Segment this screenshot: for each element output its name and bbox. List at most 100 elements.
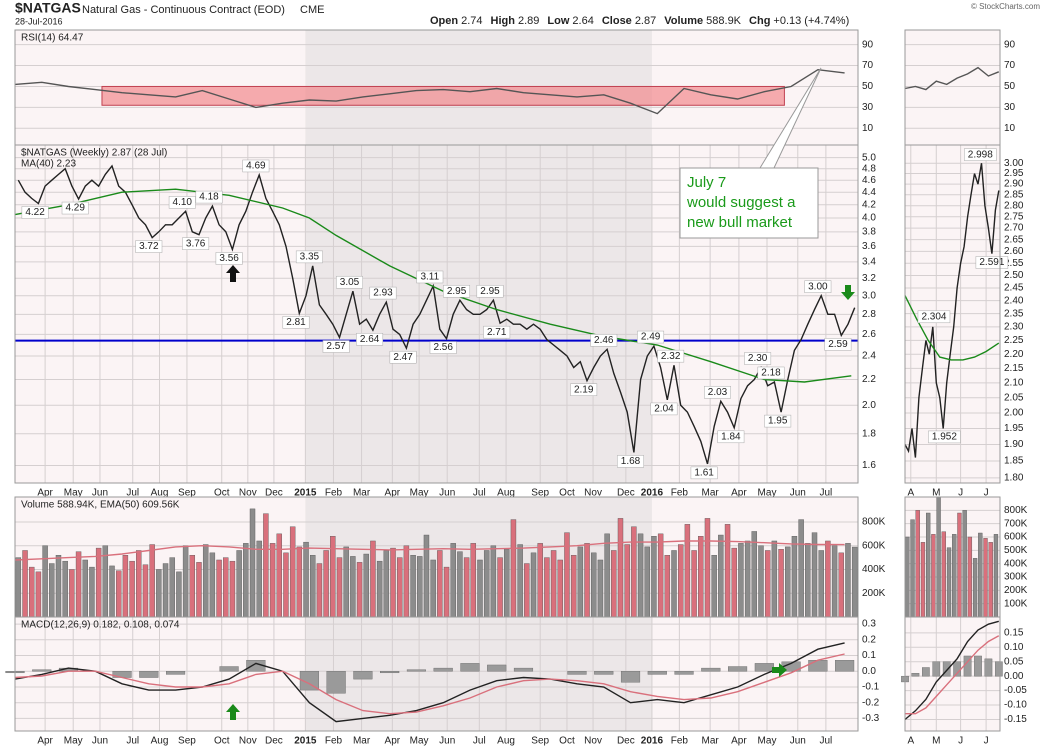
- y-tick-label: -0.3: [862, 713, 880, 724]
- price-label: 2.19: [574, 384, 594, 395]
- symbol: $NATGAS: [15, 0, 81, 16]
- x-tick-label: Apr: [731, 736, 747, 747]
- x-tick-label: 2016: [641, 488, 664, 499]
- volume-bar: [993, 534, 999, 618]
- volume-bar: [15, 557, 22, 618]
- y-tick-label: 400K: [1004, 558, 1028, 569]
- volume-bar: [169, 557, 175, 618]
- volume-bar: [109, 565, 115, 618]
- y-tick-label: 1.90: [1004, 439, 1024, 450]
- volume-bar: [363, 553, 369, 618]
- y-tick-label: 2.30: [1004, 322, 1024, 333]
- volume-bar: [209, 552, 216, 618]
- y-tick-label: 50: [862, 81, 874, 92]
- x-tick-label: May: [758, 488, 777, 499]
- volume-bar: [149, 544, 155, 618]
- volume-bar: [29, 566, 35, 618]
- x-tick-label: 2015: [294, 488, 317, 499]
- histogram-bar: [219, 666, 239, 672]
- x-tick-label: Aug: [151, 488, 169, 499]
- x-tick-label: Jul: [473, 736, 486, 747]
- price-label: 3.05: [340, 277, 360, 288]
- x-tick-label: May: [410, 488, 429, 499]
- volume-bar: [129, 560, 135, 618]
- y-tick-label: 2.05: [1004, 392, 1024, 403]
- y-tick-label: 2.65: [1004, 234, 1024, 245]
- x-tick-label: Dec: [265, 488, 283, 499]
- price-label: 2.18: [761, 368, 781, 379]
- price-label: 2.93: [373, 288, 393, 299]
- volume-bar: [946, 547, 952, 618]
- volume-bar: [651, 536, 657, 618]
- volume-bar: [537, 543, 543, 618]
- series-line: [904, 163, 1000, 458]
- quote: Open 2.74 High 2.89 Low 2.64 Close 2.87 Volume 58…: [430, 15, 849, 27]
- price-label: 2.03: [708, 387, 728, 398]
- volume-bar: [269, 543, 276, 618]
- volume-bar: [624, 544, 630, 618]
- label-box: [135, 240, 163, 253]
- volume-bar: [591, 552, 597, 618]
- label-box: [717, 430, 745, 444]
- x-tick-label: Oct: [214, 488, 230, 499]
- y-tick-label: 300K: [1004, 572, 1028, 583]
- label-box: [657, 349, 685, 363]
- volume-bar: [122, 555, 129, 618]
- panels: 90 70 50 30 10 RSI(14) 64.47 5.04.84.64.44.2 4.…: [5, 29, 1028, 747]
- label-box: [617, 455, 644, 468]
- series-line: [905, 635, 1000, 715]
- volume-bar: [283, 552, 289, 618]
- volume-bar: [356, 562, 363, 618]
- y-tick-label: 0.15: [1004, 628, 1024, 639]
- x-tick-label: Jun: [439, 736, 455, 747]
- x-tick-label: J: [984, 488, 989, 499]
- y-tick-label: 3.6: [862, 241, 876, 252]
- volume-bar: [263, 513, 269, 618]
- x-tick-label: Aug: [497, 736, 515, 747]
- volume-bar: [370, 540, 376, 618]
- volume-bar: [95, 547, 102, 618]
- label-box: [476, 284, 504, 298]
- y-tick-label: 3.2: [862, 273, 876, 284]
- volume-bar: [323, 550, 329, 618]
- price-label: 2.95: [447, 286, 467, 297]
- x-tick-label: Nov: [584, 488, 602, 499]
- label-box: [389, 350, 417, 364]
- panel: 90 70 50 30 10: [904, 29, 1016, 146]
- y-tick-label: 2.35: [1004, 308, 1024, 319]
- volume-bar: [704, 518, 711, 618]
- volume-bar: [905, 536, 910, 618]
- price-label: 2.46: [594, 335, 614, 346]
- x-tick-label: Sep: [178, 488, 196, 499]
- x-tick-label: Apr: [385, 488, 401, 499]
- volume-bar: [664, 555, 671, 618]
- volume-bar: [403, 545, 410, 618]
- quote-label: Low: [547, 15, 569, 27]
- quote-value: 588.9K: [706, 15, 742, 27]
- volume-bar: [845, 543, 851, 618]
- volume-bar: [724, 524, 731, 618]
- y-tick-label: -0.05: [1004, 685, 1027, 696]
- histogram-bar: [922, 667, 930, 677]
- volume-bar: [136, 550, 142, 618]
- volume-bar: [544, 557, 550, 618]
- volume-bar: [671, 550, 677, 618]
- x-tick-label: Oct: [559, 736, 575, 747]
- volume-bar: [115, 570, 122, 618]
- y-tick-label: 2.15: [1004, 363, 1024, 374]
- volume-bar: [691, 550, 697, 618]
- volume-bar: [637, 533, 644, 618]
- y-tick-label: 2.85: [1004, 189, 1024, 200]
- volume-bar: [223, 557, 229, 618]
- y-tick-label: 0.0: [862, 666, 876, 677]
- volume-bar: [617, 518, 624, 618]
- volume-bar: [604, 533, 610, 618]
- volume-bar: [557, 559, 563, 618]
- quote-value: +0.13 (+4.74%): [773, 15, 849, 27]
- x-tick-label: Jun: [439, 488, 455, 499]
- y-tick-label: 2.00: [1004, 408, 1024, 419]
- volume-bar: [517, 544, 523, 618]
- volume-bar: [249, 508, 256, 618]
- volume-bar: [296, 546, 303, 618]
